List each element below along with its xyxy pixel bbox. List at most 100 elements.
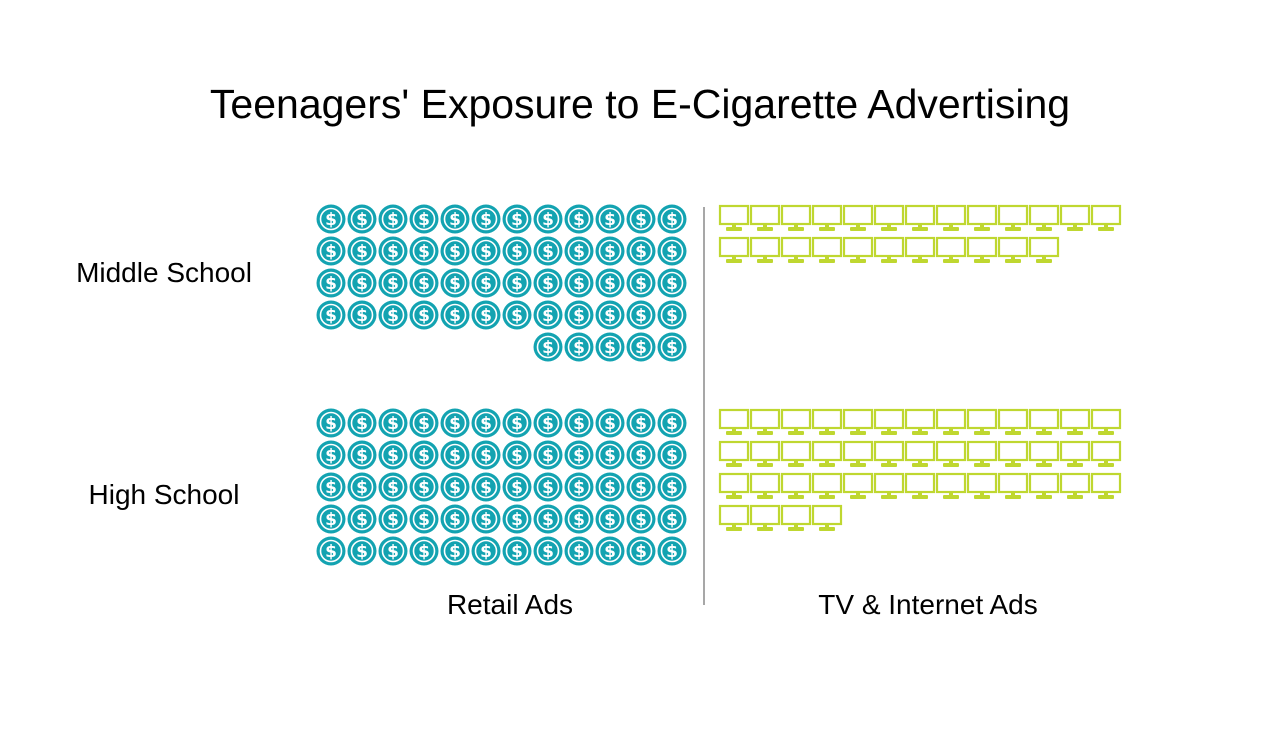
dollar-coin-icon: $ (471, 440, 501, 470)
svg-text:$: $ (387, 210, 399, 230)
svg-text:$: $ (449, 306, 461, 326)
dollar-coin-icon: $ (378, 236, 408, 266)
svg-text:$: $ (542, 414, 554, 434)
dollar-coin-icon: $ (595, 440, 625, 470)
svg-text:$: $ (511, 446, 523, 466)
svg-text:$: $ (480, 446, 492, 466)
svg-text:$: $ (325, 210, 337, 230)
dollar-coin-icon: $ (564, 472, 594, 502)
monitor-icon (966, 472, 998, 499)
dollar-coin-icon: $ (378, 408, 408, 438)
svg-text:$: $ (511, 210, 523, 230)
dollar-coin-icon: $ (347, 504, 377, 534)
dollar-coin-icon: $ (347, 300, 377, 330)
monitor-icon (904, 440, 936, 467)
dollar-coin-icon: $ (440, 440, 470, 470)
svg-text:$: $ (356, 274, 368, 294)
column-label-retail-ads: Retail Ads (446, 589, 574, 620)
svg-text:$: $ (387, 510, 399, 530)
monitor-icon (842, 236, 874, 263)
svg-text:$: $ (542, 478, 554, 498)
svg-text:$: $ (356, 306, 368, 326)
monitor-icon (1028, 408, 1060, 435)
svg-text:$: $ (511, 414, 523, 434)
dollar-coin-icon: $ (378, 536, 408, 566)
svg-text:$: $ (542, 274, 554, 294)
monitor-icon (1028, 236, 1060, 263)
svg-text:$: $ (635, 446, 647, 466)
monitor-icon (1028, 440, 1060, 467)
svg-text:$: $ (356, 446, 368, 466)
dollar-coin-icon: $ (595, 504, 625, 534)
svg-text:$: $ (666, 414, 678, 434)
dollar-coin-icon: $ (533, 300, 563, 330)
svg-text:$: $ (449, 210, 461, 230)
dollar-coin-icon: $ (564, 204, 594, 234)
dollar-coin-icon: $ (502, 536, 532, 566)
svg-text:$: $ (356, 542, 368, 562)
svg-text:$: $ (573, 338, 585, 358)
monitor-icon (718, 236, 750, 263)
svg-text:$: $ (604, 414, 616, 434)
dollar-coin-icon: $ (502, 408, 532, 438)
svg-text:$: $ (604, 274, 616, 294)
dollar-coin-icon: $ (440, 300, 470, 330)
dollar-coin-icon: $ (657, 268, 687, 298)
dollar-coin-icon: $ (595, 408, 625, 438)
monitor-icon (842, 472, 874, 499)
monitor-icon (1059, 408, 1091, 435)
dollar-coin-icon: $ (595, 236, 625, 266)
dollar-coin-icon: $ (533, 332, 563, 362)
svg-text:$: $ (480, 210, 492, 230)
svg-text:$: $ (325, 414, 337, 434)
svg-text:$: $ (387, 446, 399, 466)
monitor-icon (780, 504, 812, 531)
dollar-coin-icon: $ (471, 472, 501, 502)
svg-text:$: $ (573, 510, 585, 530)
dollar-coin-icon: $ (533, 440, 563, 470)
monitor-icon (1059, 472, 1091, 499)
monitor-icon (873, 204, 905, 231)
svg-text:$: $ (480, 274, 492, 294)
svg-text:$: $ (325, 446, 337, 466)
dollar-coin-icon: $ (502, 300, 532, 330)
dollar-coin-icon: $ (564, 408, 594, 438)
dollar-coin-icon: $ (626, 204, 656, 234)
monitor-icon (997, 204, 1029, 231)
svg-text:$: $ (604, 478, 616, 498)
dollar-coin-icon: $ (533, 268, 563, 298)
dollar-coin-icon: $ (347, 268, 377, 298)
monitor-icon (749, 440, 781, 467)
dollar-coin-icon: $ (471, 536, 501, 566)
monitor-icon (811, 440, 843, 467)
monitor-icon (780, 204, 812, 231)
dollar-coin-icon: $ (347, 440, 377, 470)
svg-text:$: $ (604, 542, 616, 562)
dollar-coin-icon: $ (626, 268, 656, 298)
svg-text:$: $ (542, 542, 554, 562)
svg-text:$: $ (511, 478, 523, 498)
dollar-coin-icon: $ (347, 408, 377, 438)
monitor-icon (811, 204, 843, 231)
svg-text:$: $ (635, 306, 647, 326)
monitor-icon (749, 504, 781, 531)
dollar-coin-icon: $ (409, 204, 439, 234)
monitor-icon (1059, 204, 1091, 231)
svg-text:$: $ (387, 306, 399, 326)
dollar-coin-icon: $ (440, 204, 470, 234)
svg-text:$: $ (666, 242, 678, 262)
monitor-icon (842, 440, 874, 467)
svg-text:$: $ (356, 510, 368, 530)
monitor-icon (811, 408, 843, 435)
svg-text:$: $ (418, 210, 430, 230)
svg-text:$: $ (573, 306, 585, 326)
monitor-icon (966, 204, 998, 231)
svg-text:$: $ (635, 542, 647, 562)
dollar-coin-icon: $ (471, 408, 501, 438)
svg-text:$: $ (542, 446, 554, 466)
dollar-coin-icon: $ (626, 504, 656, 534)
dollar-coin-icon: $ (409, 472, 439, 502)
svg-text:$: $ (604, 338, 616, 358)
svg-text:$: $ (635, 510, 647, 530)
